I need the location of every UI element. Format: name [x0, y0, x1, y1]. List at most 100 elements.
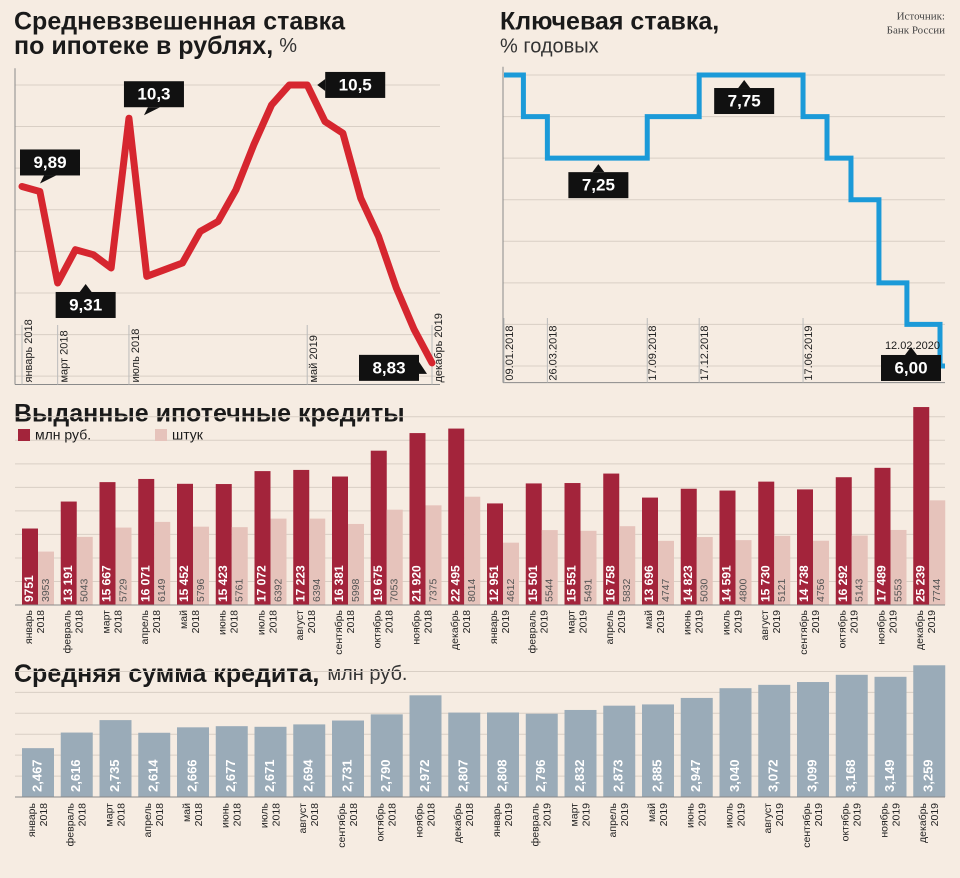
bar — [293, 469, 310, 605]
legend-label: млн руб. — [35, 427, 91, 443]
bar — [680, 488, 697, 605]
x-tick-label: 2019 — [732, 610, 744, 634]
x-tick-label: октябрь — [375, 802, 387, 841]
bar-value-label: 3,072 — [766, 759, 781, 792]
x-tick-label: 2018 — [232, 803, 244, 827]
bar — [332, 476, 348, 605]
bar-value-label: 2,735 — [107, 759, 122, 792]
x-tick-label: 2018 — [422, 610, 434, 634]
x-tick-label: март — [103, 803, 115, 827]
source: Источник: — [897, 11, 945, 23]
bar-value-label: 16 292 — [836, 565, 850, 602]
chart-subtitle: % годовых — [500, 35, 599, 57]
value-label-pointer — [592, 164, 605, 173]
x-tick-label: ноябрь — [410, 609, 422, 644]
x-tick-label: апрель — [139, 609, 151, 644]
x-tick-label: июнь — [685, 802, 697, 828]
x-tick-label: 2019 — [890, 803, 902, 827]
end-date-label: 12.02.2020 — [885, 340, 940, 352]
bar — [564, 709, 597, 797]
x-tick-label: май — [646, 803, 658, 822]
bar-value-label: 7053 — [389, 578, 401, 602]
chart-title: Выданные ипотечные кредиты — [14, 400, 405, 428]
x-tick-label: август — [297, 803, 309, 834]
x-tick-label: 2019 — [771, 610, 783, 634]
x-tick-label: февраль — [62, 609, 74, 653]
value-label-box — [55, 291, 116, 318]
bar-value-label: 5143 — [854, 578, 866, 602]
x-tick-label: сентябрь — [798, 609, 810, 654]
bar-value-label: 15 551 — [565, 565, 579, 602]
x-tick-label: июль 2018 — [130, 329, 142, 383]
x-tick-label: 2018 — [38, 803, 50, 827]
x-tick-label: 2019 — [616, 610, 628, 634]
bar — [448, 428, 465, 605]
bar-value-label: 6392 — [272, 578, 284, 602]
x-tick-label: 2019 — [926, 610, 938, 634]
chart-title: по ипотеке в рублях, — [14, 32, 273, 60]
bar — [193, 526, 209, 605]
x-tick-label: июнь — [682, 609, 694, 635]
x-tick-label: 2019 — [655, 610, 667, 634]
value-label: 10,3 — [137, 85, 170, 104]
value-label-pointer — [143, 107, 160, 116]
bar-value-label: 15 501 — [526, 565, 540, 602]
bar — [619, 526, 636, 605]
bar — [293, 724, 326, 797]
bar-value-label: 5761 — [234, 578, 246, 602]
bar-value-label: 22 495 — [448, 565, 462, 602]
bar — [541, 530, 558, 605]
bar-value-label: 4747 — [660, 578, 672, 602]
bar — [409, 695, 442, 797]
bar-value-label: 4756 — [815, 578, 827, 602]
value-label-box — [123, 81, 184, 108]
bar — [177, 727, 209, 797]
x-tick-label: январь 2018 — [23, 319, 35, 382]
x-tick-label: 2019 — [774, 803, 786, 827]
x-tick-label: 17.12.2018 — [699, 326, 711, 381]
bar-value-label: 2,873 — [611, 759, 626, 792]
x-tick-label: 2019 — [503, 803, 515, 827]
bar-value-label: 7375 — [427, 578, 439, 602]
bar — [370, 714, 403, 797]
bar-value-label: 15 423 — [216, 565, 230, 602]
value-label: 6,00 — [894, 358, 927, 377]
bar — [254, 726, 287, 797]
bar-value-label: 5998 — [350, 578, 362, 602]
bar — [370, 450, 387, 605]
chart-unit: % — [279, 35, 297, 57]
bar-value-label: 15 452 — [177, 565, 191, 602]
bar-value-label: 17 223 — [293, 565, 307, 602]
x-tick-label: июнь — [220, 802, 232, 828]
x-tick-label: февраль — [527, 609, 539, 653]
bar — [309, 518, 326, 605]
bar — [215, 726, 248, 797]
bar-value-label: 17 489 — [875, 565, 889, 602]
x-tick-label: июнь — [217, 609, 229, 635]
bar-value-label: 8014 — [466, 578, 478, 602]
x-tick-label: август — [762, 803, 774, 834]
x-tick-label: 2018 — [387, 803, 399, 827]
bar — [409, 433, 426, 605]
bar — [580, 530, 597, 605]
x-tick-label: сентябрь — [333, 609, 345, 654]
bar — [231, 527, 248, 605]
bar — [76, 536, 93, 605]
value-label-box — [20, 149, 80, 176]
bar-value-label: 3,259 — [921, 759, 936, 792]
bar-value-label: 5121 — [776, 578, 788, 602]
bar — [60, 501, 77, 605]
value-label: 7,75 — [728, 91, 761, 110]
bar — [332, 720, 364, 797]
bar — [215, 484, 232, 605]
bar-value-label: 2,614 — [146, 759, 161, 792]
bar — [797, 489, 813, 605]
legend-swatch — [18, 429, 30, 441]
x-tick-label: 17.09.2018 — [647, 326, 659, 381]
bar-value-label: 5544 — [544, 578, 556, 602]
bar-value-label: 12 951 — [487, 565, 501, 602]
x-tick-label: декабрь — [917, 802, 929, 842]
legend-swatch — [155, 429, 167, 441]
bar-value-label: 2,666 — [184, 759, 199, 792]
